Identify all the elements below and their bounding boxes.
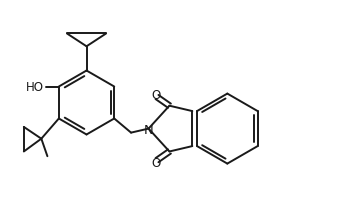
Text: O: O [151, 89, 160, 102]
Text: HO: HO [26, 81, 44, 94]
Text: O: O [151, 156, 160, 169]
Text: N: N [144, 124, 153, 136]
